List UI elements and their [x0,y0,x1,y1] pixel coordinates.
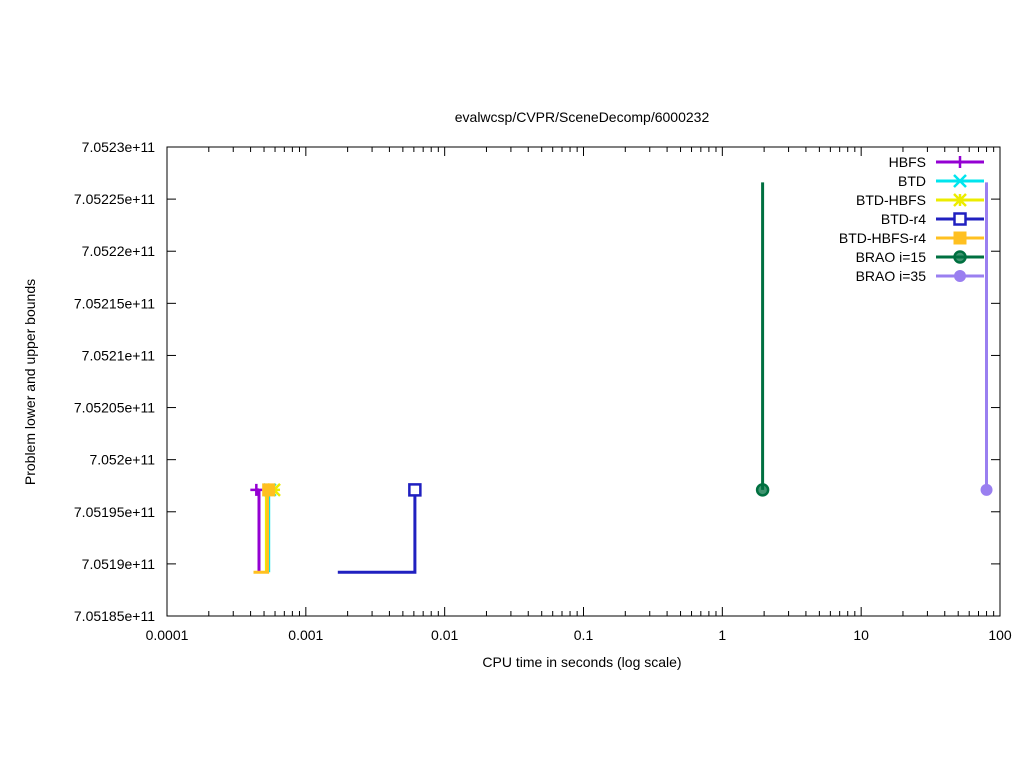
series [250,483,263,573]
series-point [755,483,770,497]
y-tick-label: 7.05185e+11 [74,608,155,624]
y-tick-label: 7.0521e+11 [82,347,156,363]
x-tick-label: 0.001 [288,627,323,643]
series-point [980,483,993,496]
plot-area-frame [166,146,1001,617]
square-marker [953,212,967,226]
square-marker [262,483,276,497]
x-axis-label: CPU time in seconds (log scale) [482,654,681,670]
x-tick-label: 0.0001 [146,627,189,643]
plus-marker [250,483,263,496]
y-tick-label: 7.0519e+11 [82,556,156,572]
legend-label: BRAO i=15 [856,249,927,265]
legend-label: BTD [898,173,926,189]
series-point [408,483,422,497]
legend-marker [953,193,967,207]
legend-label: HBFS [889,154,926,170]
legend-label: BRAO i=35 [856,268,927,284]
y-tick-label: 7.0523e+11 [82,139,156,155]
series-point [262,483,276,497]
plot-series [250,182,993,574]
y-tick-label: 7.052e+11 [89,452,155,468]
legend-marker [954,156,966,168]
circle-marker [980,483,993,496]
legend-label: BTD-HBFS [856,192,926,208]
series [980,182,993,496]
legend-label: BTD-r4 [881,211,926,227]
legend-marker [954,270,966,282]
lower-bound-line [337,489,417,574]
circle-marker [755,483,770,497]
circle-marker [953,250,967,264]
plus-marker [954,156,966,168]
x-tick-label: 1 [718,627,726,643]
asterisk-marker [953,193,967,207]
series [253,483,276,574]
cross-marker [953,174,967,188]
lower-bound-line [253,489,270,574]
x-axis: 0.0001 0.001 0.01 0.1 1 10 100 [146,147,1012,643]
legend-marker [953,250,967,264]
circle-marker [954,270,966,282]
legend-marker [953,231,967,245]
square-marker [408,483,422,497]
x-tick-label: 100 [988,627,1012,643]
legend-marker [953,174,967,188]
y-tick-label: 7.05215e+11 [74,295,155,311]
legend-marker [953,212,967,226]
series [755,182,770,497]
y-axis-label: Problem lower and upper bounds [22,279,38,485]
y-tick-label: 7.0522e+11 [82,243,156,259]
series [337,483,422,574]
chart-title: evalwcsp/CVPR/SceneDecomp/6000232 [455,109,710,125]
y-tick-label: 7.05205e+11 [74,400,155,416]
x-tick-label: 10 [853,627,869,643]
legend: HBFS BTD BTD-HBFS BTD-r4 BTD-HBFS-r4 BRAO i=1… [839,154,984,284]
x-tick-label: 0.01 [431,627,458,643]
square-marker [953,231,967,245]
y-tick-label: 7.05225e+11 [74,191,155,207]
y-tick-label: 7.05195e+11 [74,504,155,520]
x-tick-label: 0.1 [574,627,594,643]
legend-label: BTD-HBFS-r4 [839,230,926,246]
series-point [250,483,263,496]
y-axis: 7.05185e+11 7.0519e+11 7.05195e+11 7.052e+1… [74,139,1000,624]
